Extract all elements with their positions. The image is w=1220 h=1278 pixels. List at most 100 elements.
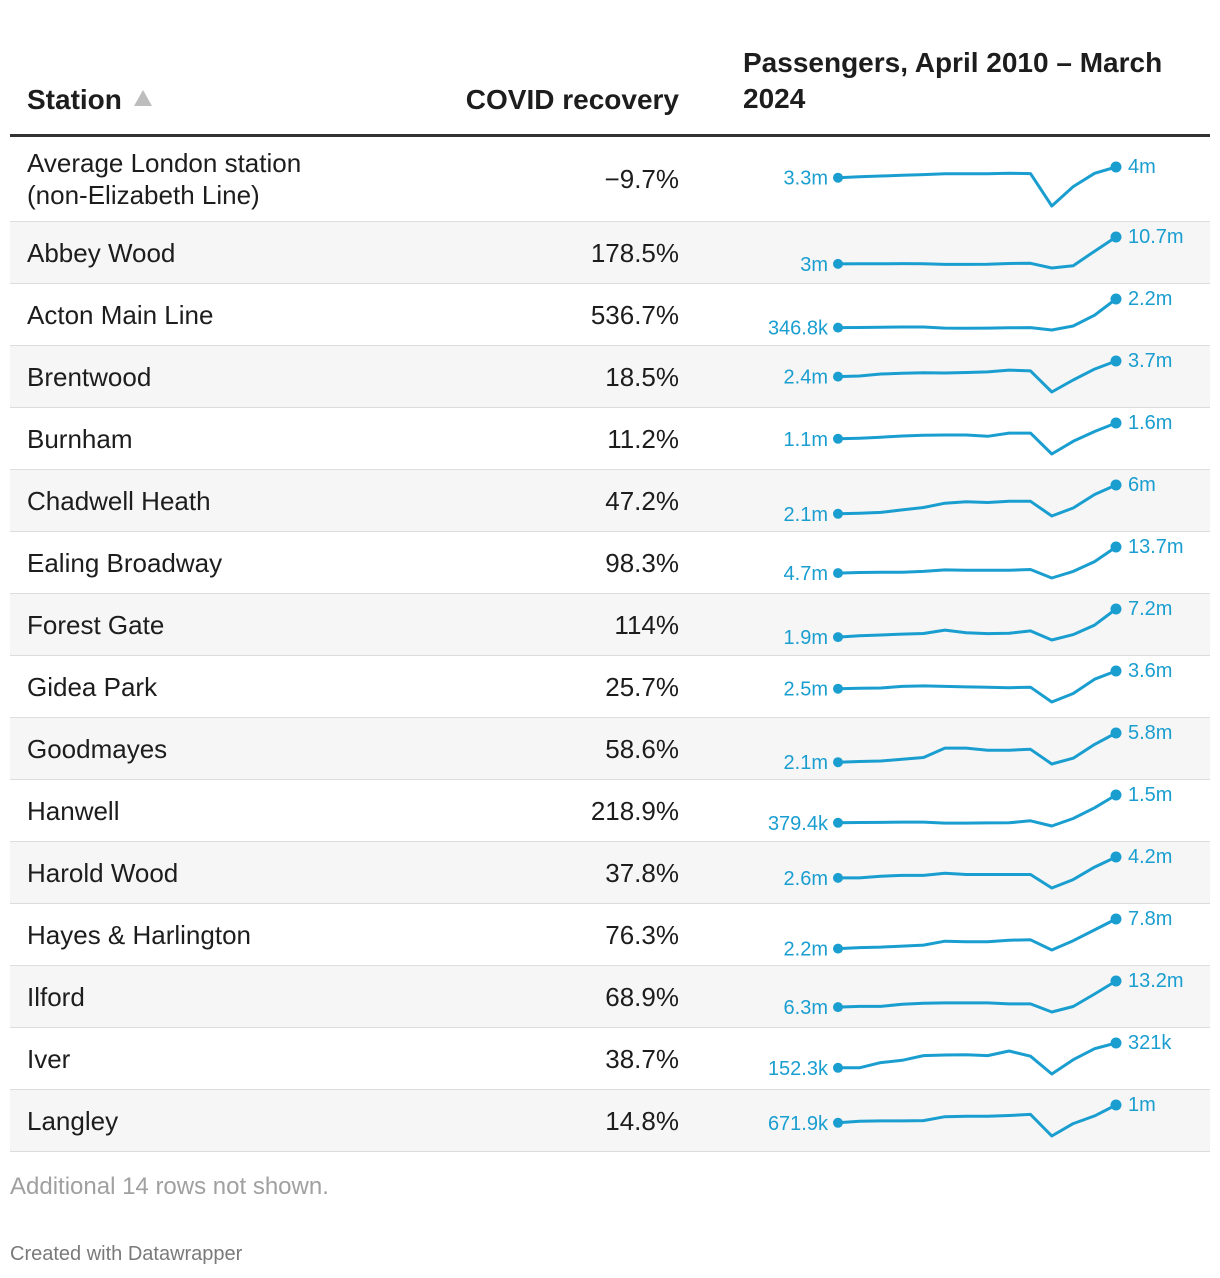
sparkline-start-point [833,172,843,183]
passengers-sparkline-cell: 671.9k 1m [730,1090,1210,1151]
station-name: Iver [27,1043,71,1074]
sparkline-end-label: 321k [1128,1032,1172,1054]
sparkline-series-line [838,1041,1117,1076]
sparkline-start-point [833,1002,843,1013]
passengers-sparkline: 2.1m 6m [784,474,1156,526]
station-name: Average London station (non-Elizabeth Lin… [27,148,302,210]
sparkline-end-point [1110,541,1122,553]
station-name: Burnham [27,423,133,454]
passengers-sparkline: 346.8k 2.2m [768,288,1173,340]
station-name: Brentwood [27,361,152,392]
sparkline-end-label: 6m [1128,474,1156,496]
table-row: Ealing Broadway 98.3% 4.7m 13.7m [10,532,1210,594]
sparkline-end-label: 10.7m [1128,226,1184,248]
sparkline-start-point [833,371,843,382]
credit-link[interactable]: Created with Datawrapper [10,1243,243,1265]
covid-recovery-value: 38.7% [605,1043,679,1074]
sparkline-end-point [1110,727,1122,739]
data-table: Station COVID recovery Passengers, April… [10,0,1210,1152]
sparkline-start-point [833,683,843,694]
sparkline-series-line [837,979,1117,1014]
sparkline-start-label: 2.1m [784,752,828,774]
sparkline-end-label: 4.2m [1128,846,1172,868]
sparkline-series-line [837,1103,1117,1138]
sparkline-start-label: 346.8k [768,318,829,340]
passengers-sparkline: 152.3k 321k [768,1032,1172,1080]
passengers-sparkline-cell: 1.1m 1.6m [730,408,1210,469]
table-row: Average London station (non-Elizabeth Lin… [10,137,1210,222]
station-name: Harold Wood [27,857,179,888]
covid-recovery-value: −9.7% [604,164,679,194]
sparkline-start-label: 1.9m [784,627,828,649]
sparkline-start-label: 671.9k [768,1113,829,1135]
covid-recovery-value: 68.9% [605,981,679,1012]
sparkline-end-point [1110,789,1122,801]
sparkline-start-point [833,632,843,643]
sort-ascending-icon[interactable] [133,90,152,106]
sparkline-end-label: 1.5m [1128,784,1172,806]
sparkline-series-line [837,917,1117,952]
sparkline-end-point [1110,355,1122,367]
sparkline-start-point [833,322,843,333]
passengers-sparkline-cell: 2.1m 6m [730,470,1210,531]
passengers-sparkline: 2.6m 4.2m [784,846,1173,890]
table-row: Gidea Park 25.7% 2.5m 3.6m [10,656,1210,718]
covid-recovery-value: 178.5% [590,237,679,268]
passengers-sparkline: 2.2m 7.8m [784,908,1173,961]
sparkline-start-label: 1.1m [784,429,828,451]
sparkline-series-line [837,483,1117,518]
sparkline-series-line [837,359,1117,394]
column-header-covid-recovery[interactable]: COVID recovery [465,84,679,115]
station-name: Langley [27,1105,119,1136]
sparkline-series-line [837,235,1117,270]
sparkline-end-point [1110,161,1122,173]
table-row: Goodmayes 58.6% 2.1m 5.8m [10,718,1210,780]
sparkline-start-point [833,943,843,954]
passengers-sparkline: 3.3m 4m [784,156,1156,208]
sparkline-end-point [1110,1099,1122,1111]
sparkline-end-label: 7.8m [1128,908,1172,930]
passengers-sparkline-cell: 2.1m 5.8m [730,718,1210,779]
passengers-sparkline: 2.4m 3.7m [784,350,1172,394]
table-row: Langley 14.8% 671.9k 1m [10,1090,1210,1152]
sparkline-series-line [838,855,1117,890]
table-row: Acton Main Line 536.7% 346.8k 2.2m [10,284,1210,346]
sparkline-series-line [837,297,1117,332]
covid-recovery-value: 25.7% [605,671,679,702]
passengers-sparkline-cell: 2.2m 7.8m [730,904,1210,965]
sparkline-end-label: 5.8m [1128,722,1172,744]
covid-recovery-value: 76.3% [605,919,679,950]
passengers-sparkline-cell: 1.9m 7.2m [730,594,1210,655]
table-row: Chadwell Heath 47.2% 2.1m 6m [10,470,1210,532]
sparkline-series-line [837,421,1117,456]
sparkline-end-point [1110,913,1122,925]
sparkline-end-point [1110,479,1122,491]
station-name: Abbey Wood [27,237,176,268]
station-name: Ilford [27,981,85,1012]
sparkline-end-point [1110,851,1122,863]
passengers-sparkline-cell: 346.8k 2.2m [730,284,1210,345]
passengers-sparkline-cell: 152.3k 321k [730,1028,1210,1089]
sparkline-end-label: 13.7m [1128,536,1184,558]
sparkline-series-line [837,731,1117,766]
table-row: Burnham 11.2% 1.1m 1.6m [10,408,1210,470]
passengers-sparkline: 1.1m 1.6m [784,412,1172,456]
column-header-station[interactable]: Station [27,82,152,118]
passengers-sparkline-cell: 4.7m 13.7m [730,532,1210,593]
sparkline-end-point [1110,975,1122,987]
sparkline-start-label: 152.3k [768,1058,829,1080]
sparkline-series-line [837,607,1117,642]
sparkline-start-label: 2.6m [784,868,828,890]
column-header-passengers[interactable]: Passengers, April 2010 – March 2024 [743,47,1163,114]
covid-recovery-value: 47.2% [605,485,679,516]
footnote: Additional 14 rows not shown. [10,1173,329,1200]
covid-recovery-value: 37.8% [605,857,679,888]
covid-recovery-value: 11.2% [607,423,679,454]
covid-recovery-value: 18.5% [605,361,679,392]
sparkline-start-label: 2.4m [784,367,828,389]
sparkline-start-point [833,1117,843,1128]
sparkline-series-line [837,793,1117,828]
sparkline-start-label: 3.3m [784,168,828,190]
sparkline-end-label: 1m [1128,1094,1156,1116]
passengers-sparkline: 4.7m 13.7m [784,536,1184,585]
